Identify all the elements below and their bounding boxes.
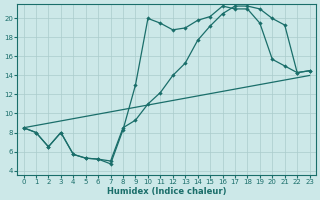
X-axis label: Humidex (Indice chaleur): Humidex (Indice chaleur) <box>107 187 226 196</box>
